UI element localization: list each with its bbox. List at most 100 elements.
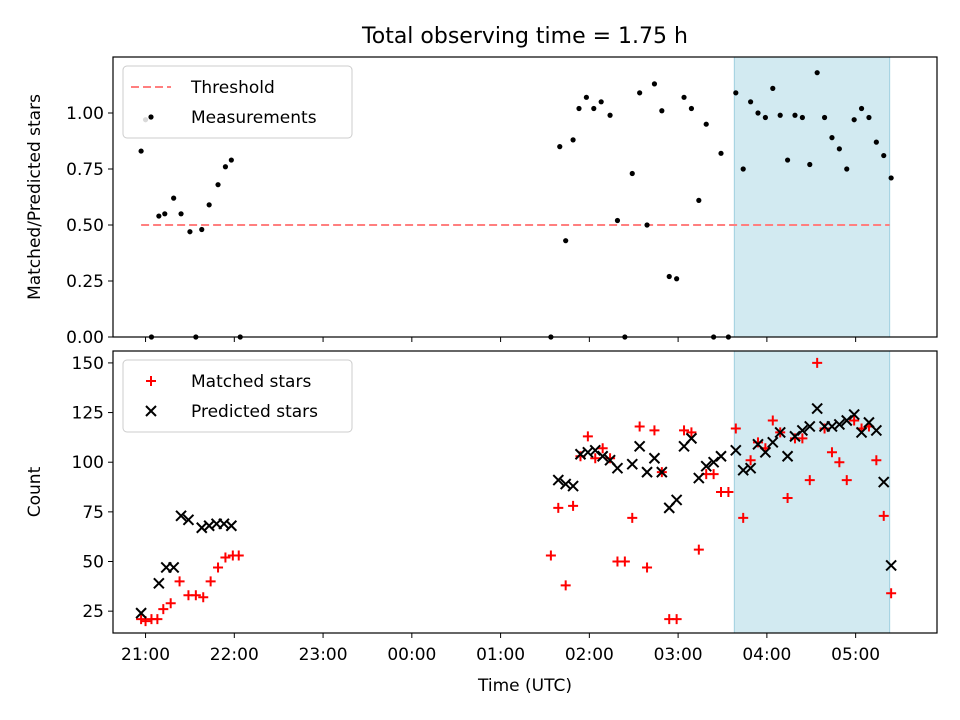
measurement-point [851,117,857,123]
matched-star-point [745,455,756,466]
matched-star-point [871,455,882,466]
predicted-star-point [135,607,147,619]
x-tick-label: 23:00 [299,645,348,665]
matched-star-point [686,427,697,438]
matched-star-point [634,421,645,432]
matched-star-point [679,425,690,436]
measurement-point [629,170,635,177]
matched-star-point [738,512,749,523]
y-tick-label: 0.75 [66,160,104,180]
predicted-star-point [582,446,594,458]
matched-star-point [233,550,244,561]
measurement-point [557,144,563,150]
matched-star-point [671,614,682,625]
matched-star-point [834,457,845,468]
matched-star-point [812,357,823,368]
measurement-point [644,222,650,228]
legend-swatch-predicted [145,405,157,417]
measurement-point [674,276,680,282]
measurement-point [138,148,144,154]
y-tick-label: 100 [72,453,104,473]
predicted-star-point [225,520,238,532]
measurement-point [829,135,835,141]
measurement-point [740,166,746,172]
legend-label-series: Measurements [191,108,317,128]
matched-star-point [136,614,147,625]
predicted-star-point [730,444,742,457]
y-tick-label: 0.25 [66,272,104,292]
measurement-point [755,110,761,116]
predicted-star-point [203,520,215,532]
matched-star-point [553,502,564,513]
measurement-point [799,114,805,121]
axes-frame [112,56,938,338]
matched-star-point [174,576,185,587]
matched-star-point [693,544,704,555]
measurement-point [598,99,604,105]
predicted-star-point [796,424,809,437]
predicted-star-point [848,408,860,421]
measurement-point [784,157,791,163]
x-tick-label: 04:00 [742,645,791,665]
measurement-point [748,99,754,105]
measurement-point [873,139,879,145]
predicted-star-point [641,466,653,478]
measurement-point [762,114,768,121]
measurement-point [770,85,776,91]
measurement-point [187,229,193,235]
y-tick-label: 125 [72,404,104,424]
legend-label-series: Predicted stars [191,402,318,422]
highlight-span [733,350,891,634]
measurement-point [199,226,205,233]
measurement-point [681,94,687,100]
matched-star-point [804,475,815,486]
legend-box [122,359,353,433]
predicted-star-point [611,462,624,474]
predicted-star-point [700,460,712,472]
y-tick-label: 1.00 [66,104,104,124]
measurement-point [688,105,695,112]
measurement-point [570,137,576,143]
matched-star-point [605,453,616,464]
measurement-point [591,105,597,112]
y-tick-label: 0.00 [66,328,104,348]
matched-star-point [568,500,579,511]
measurement-point [215,182,221,188]
y-tick-label: 0.50 [66,216,104,236]
measurement-point [888,175,894,181]
measurement-point [844,166,850,172]
measurement-point [659,108,665,114]
figure-title: Total observing time = 1.75 h [361,24,688,49]
matched-star-point [782,492,793,503]
measurement-point [777,112,783,118]
matched-star-point [649,425,660,436]
predicted-star-point [167,561,180,574]
matched-star-point [220,552,231,563]
x-tick-label: 02:00 [565,645,614,665]
measurement-point [156,213,162,219]
predicted-star-point [685,432,698,445]
measurement-point [807,161,813,168]
measurement-point [703,121,709,127]
highlight-span [733,56,891,338]
predicted-star-point [626,458,638,470]
predicted-star-point [744,462,757,474]
predicted-star-point [759,446,772,458]
legend-swatch-measurements [148,114,154,120]
matched-star-point [198,592,209,603]
predicted-star-point [552,474,564,486]
predicted-star-point [774,426,786,439]
predicted-star-point [833,418,846,431]
measurement-point [614,217,621,224]
measurement-point [607,112,613,118]
measurement-point [821,114,828,121]
predicted-star-point [153,577,165,590]
matched-star-point [205,576,216,587]
predicted-star-point [596,450,609,462]
measurement-point [563,238,569,244]
matched-star-point [826,447,837,458]
measurement-point [637,90,643,96]
predicted-star-point [567,480,579,492]
predicted-star-point [196,522,208,534]
